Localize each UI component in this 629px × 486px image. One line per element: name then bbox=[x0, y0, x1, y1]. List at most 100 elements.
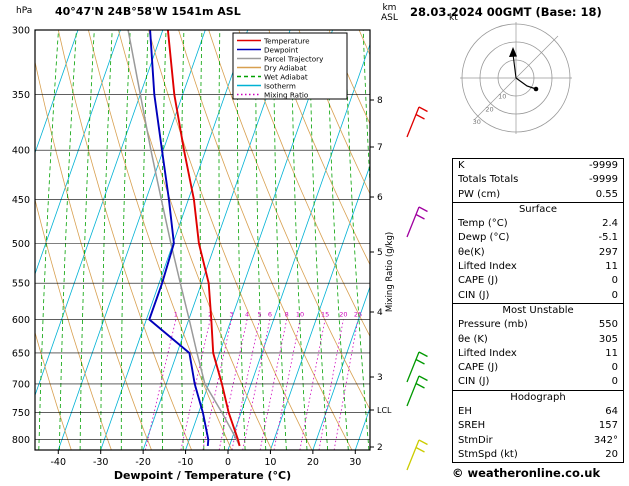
dry-adiabat-line bbox=[268, 30, 370, 266]
indices-panel: K -9999 Totals Totals -9999 PW (cm) 0.55 Surfa… bbox=[452, 158, 624, 464]
dry-adiabat-line bbox=[35, 60, 152, 450]
metric-row: PW (cm) 0.55 bbox=[453, 188, 623, 202]
legend-label: Wet Adiabat bbox=[264, 72, 308, 81]
pressure-tick-label: 750 bbox=[12, 408, 30, 419]
pressure-tick-label: 500 bbox=[12, 239, 30, 250]
dewpoint-curve bbox=[148, 30, 210, 446]
pressure-tick-label: 550 bbox=[12, 279, 30, 290]
dry-adiabat-line bbox=[35, 197, 112, 450]
pressure-tick-label: 400 bbox=[12, 146, 30, 157]
x-tick-label: -20 bbox=[135, 457, 151, 468]
pressure-tick-label: 650 bbox=[12, 348, 30, 359]
metric-value: -5.1 bbox=[598, 232, 618, 244]
metric-value: 11 bbox=[605, 347, 618, 359]
mixing-ratio-axis-label: Mixing Ratio (g/kg) bbox=[385, 232, 395, 312]
metric-value: 550 bbox=[598, 319, 618, 331]
metric-value: 11 bbox=[605, 261, 618, 273]
metric-row: CAPE (J) 0 bbox=[453, 274, 623, 288]
metric-row: Dewp (°C) -5.1 bbox=[453, 231, 623, 245]
metric-label: CIN (J) bbox=[458, 289, 490, 301]
metric-row: θe (K) 305 bbox=[453, 333, 623, 347]
metric-row: CIN (J) 0 bbox=[453, 375, 623, 389]
pressure-tick-label: 350 bbox=[12, 90, 30, 101]
metric-row: Temp (°C) 2.4 bbox=[453, 217, 623, 231]
mixing-ratio-value-label: 8 bbox=[285, 311, 289, 319]
mixing-ratio-line bbox=[231, 319, 260, 450]
lcl-label: LCL bbox=[377, 406, 392, 415]
pressure-tick-label: 450 bbox=[12, 195, 30, 206]
km-tick-label: 8 bbox=[377, 96, 383, 106]
dry-adiabat-line bbox=[238, 30, 370, 338]
mixing-ratio-line bbox=[299, 319, 326, 450]
legend-label: Temperature bbox=[263, 36, 310, 45]
metric-label: Temp (°C) bbox=[458, 218, 508, 230]
isotherm-line bbox=[312, 285, 370, 450]
mixing-ratio-line bbox=[273, 319, 301, 450]
mixing-ratio-line bbox=[218, 319, 248, 450]
altitude-unit-km: km bbox=[382, 3, 397, 13]
metric-value: 20 bbox=[605, 448, 618, 460]
isotherm-line bbox=[142, 30, 291, 450]
metric-row: Pressure (mb) 550 bbox=[453, 318, 623, 332]
altitude-axis-unit: km ASL bbox=[381, 3, 398, 23]
legend-label: Parcel Trajectory bbox=[264, 54, 324, 63]
mixing-ratio-value-label: 4 bbox=[245, 311, 249, 319]
isotherm-line bbox=[35, 30, 79, 155]
metric-value: 0.55 bbox=[595, 188, 618, 200]
metric-label: EH bbox=[458, 406, 472, 418]
metric-label: Lifted Index bbox=[458, 347, 517, 359]
hodo-ring bbox=[479, 41, 553, 115]
metric-value: 297 bbox=[598, 246, 618, 258]
x-axis-title: Dewpoint / Temperature (°C) bbox=[114, 469, 291, 482]
metric-label: CAPE (J) bbox=[458, 275, 499, 287]
metric-row: StmSpd (kt) 20 bbox=[453, 448, 623, 462]
km-tick-label: 7 bbox=[377, 143, 383, 153]
dry-adiabat-line bbox=[88, 30, 233, 450]
mixing-ratio-line bbox=[333, 319, 359, 450]
legend-label: Isotherm bbox=[264, 81, 296, 90]
metric-value: 0 bbox=[611, 376, 618, 388]
metric-value: -9999 bbox=[588, 174, 618, 186]
isotherm-line bbox=[35, 30, 121, 276]
hodo-ring bbox=[461, 23, 571, 133]
metric-label: CIN (J) bbox=[458, 376, 490, 388]
hodo-ring bbox=[497, 59, 535, 97]
metric-label: Pressure (mb) bbox=[458, 319, 528, 331]
metric-label: Dewp (°C) bbox=[458, 232, 510, 244]
km-tick-label: 5 bbox=[377, 248, 383, 258]
wet-adiabat-line bbox=[199, 30, 205, 450]
dry-adiabat-line bbox=[298, 30, 370, 195]
mixing-ratio-value-label: 5 bbox=[257, 311, 261, 319]
mixing-ratio-line bbox=[318, 319, 344, 450]
metric-value: 305 bbox=[598, 333, 618, 345]
pressure-tick-label: 300 bbox=[12, 26, 30, 37]
legend-label: Mixing Ratio bbox=[264, 90, 308, 99]
mixing-ratio-line bbox=[145, 319, 177, 450]
legend-label: Dewpoint bbox=[264, 45, 298, 54]
section-title: Hodograph bbox=[453, 389, 623, 405]
mixing-ratio-line bbox=[242, 319, 271, 450]
x-tick-label: -30 bbox=[93, 457, 109, 468]
wind-barb bbox=[406, 351, 428, 383]
section-title: Most Unstable bbox=[453, 302, 623, 318]
mixing-ratio-line bbox=[180, 319, 211, 450]
wind-barb bbox=[406, 206, 428, 238]
metric-row: CIN (J) 0 bbox=[453, 289, 623, 303]
km-tick-label: 6 bbox=[377, 193, 383, 203]
hodograph: 10 20 30 bbox=[460, 22, 572, 134]
wet-adiabat-line bbox=[59, 30, 77, 450]
mixing-ratio-value-label: 1 bbox=[174, 311, 178, 319]
km-tick-label: 4 bbox=[377, 308, 383, 318]
metric-row: EH 64 bbox=[453, 405, 623, 419]
metric-value: 2.4 bbox=[602, 218, 618, 230]
chart-grid bbox=[35, 30, 370, 450]
mixing-ratio-value-label: 20 bbox=[339, 311, 347, 319]
mixing-ratio-value-label: 6 bbox=[268, 311, 272, 319]
metric-row: θe(K) 297 bbox=[453, 246, 623, 260]
wet-adiabat-line bbox=[79, 30, 95, 450]
isotherm-line bbox=[227, 43, 370, 450]
hodo-ring-label: 10 bbox=[498, 93, 506, 101]
hodo-ring-label: 30 bbox=[473, 118, 481, 126]
mixing-ratio-value-label: 3 bbox=[229, 311, 233, 319]
